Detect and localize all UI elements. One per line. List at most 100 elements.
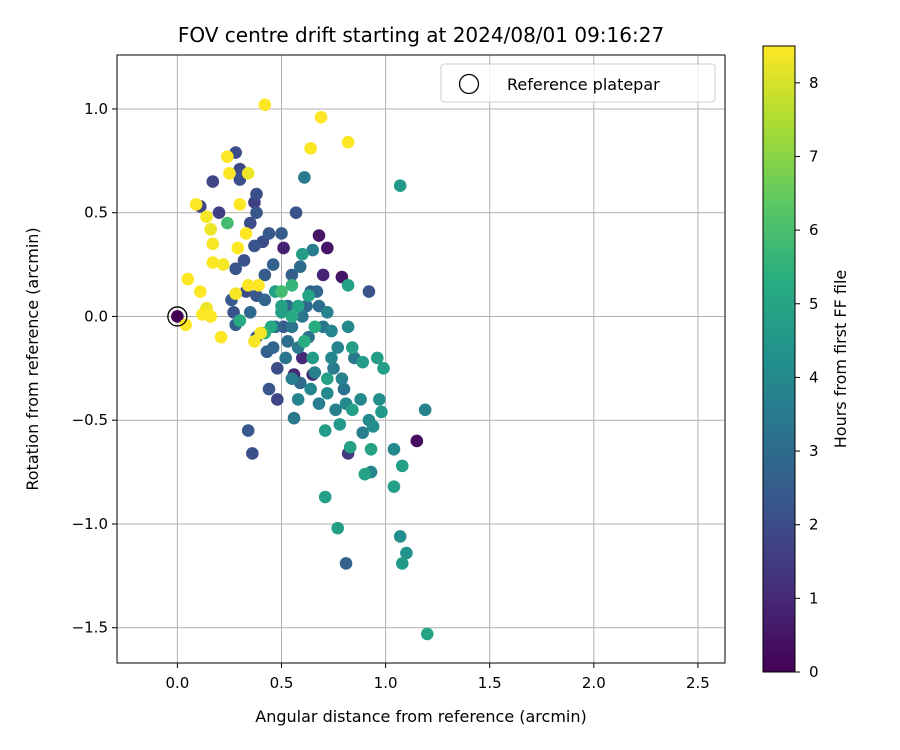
data-point bbox=[285, 279, 299, 292]
data-point bbox=[254, 326, 267, 340]
data-point bbox=[275, 299, 288, 313]
data-point bbox=[370, 351, 384, 365]
colorbar-tick-label: 8 bbox=[809, 74, 819, 92]
colorbar-tick-label: 2 bbox=[809, 516, 819, 534]
colorbar: 0 1 2 3 4 5 6 7 8 Hours from first FF file bbox=[762, 45, 850, 681]
data-point bbox=[296, 247, 309, 261]
data-point bbox=[248, 239, 261, 253]
chart-title: FOV centre drift starting at 2024/08/01 … bbox=[178, 23, 664, 47]
data-point bbox=[214, 330, 228, 344]
data-point bbox=[325, 324, 338, 338]
data-point bbox=[275, 227, 288, 240]
data-point bbox=[241, 424, 255, 437]
reference-point-marker bbox=[167, 306, 188, 327]
data-point bbox=[339, 557, 353, 570]
data-point bbox=[387, 442, 401, 456]
data-point bbox=[229, 262, 242, 276]
y-tick-label: −1.0 bbox=[72, 515, 108, 533]
data-point bbox=[275, 285, 288, 298]
data-point bbox=[281, 335, 295, 348]
data-point bbox=[306, 243, 320, 257]
data-point bbox=[302, 289, 315, 303]
data-point bbox=[193, 285, 207, 298]
data-point bbox=[321, 306, 334, 319]
data-point bbox=[321, 241, 334, 255]
data-point bbox=[341, 320, 355, 334]
data-point bbox=[206, 237, 220, 251]
data-point bbox=[345, 403, 359, 417]
data-point bbox=[237, 254, 251, 267]
data-point bbox=[262, 227, 276, 240]
data-point bbox=[308, 320, 322, 334]
data-point bbox=[204, 310, 217, 323]
data-point bbox=[358, 467, 372, 481]
data-point bbox=[333, 418, 347, 431]
data-point bbox=[206, 256, 220, 269]
data-point bbox=[312, 229, 326, 242]
plot-background bbox=[117, 55, 725, 663]
data-point bbox=[285, 320, 299, 334]
data-point bbox=[250, 206, 263, 220]
legend-marker-reference bbox=[458, 73, 480, 95]
plot-frame bbox=[116, 54, 726, 664]
data-point bbox=[373, 393, 386, 406]
reference-marker bbox=[167, 306, 188, 327]
data-point bbox=[418, 403, 432, 417]
data-point bbox=[420, 627, 434, 641]
data-point bbox=[241, 279, 255, 292]
data-point bbox=[341, 279, 355, 292]
data-point bbox=[289, 206, 303, 220]
data-point bbox=[204, 223, 217, 236]
data-point bbox=[296, 310, 309, 323]
data-point bbox=[308, 366, 322, 379]
data-point bbox=[239, 227, 253, 240]
data-point bbox=[293, 260, 307, 273]
data-point bbox=[291, 393, 305, 406]
data-point bbox=[395, 459, 409, 473]
data-point bbox=[306, 351, 320, 365]
data-point bbox=[296, 351, 309, 365]
data-point bbox=[200, 210, 213, 224]
data-point bbox=[262, 382, 276, 396]
data-point bbox=[279, 351, 292, 365]
x-tick-label: 2.5 bbox=[686, 674, 710, 692]
data-point bbox=[318, 490, 332, 504]
data-point bbox=[393, 530, 407, 543]
data-point bbox=[366, 420, 380, 433]
data-point bbox=[258, 268, 272, 282]
x-tick-label: 1.0 bbox=[374, 674, 398, 692]
data-point bbox=[266, 258, 280, 271]
x-tick-label: 0.5 bbox=[270, 674, 294, 692]
data-point bbox=[329, 403, 342, 417]
colorbar-label: Hours from first FF file bbox=[831, 270, 850, 449]
data-point bbox=[335, 372, 349, 386]
data-point bbox=[312, 397, 326, 410]
data-point bbox=[221, 150, 234, 163]
data-point bbox=[271, 393, 284, 406]
legend: Reference platepar bbox=[440, 63, 716, 103]
x-tick-label: 2.0 bbox=[582, 674, 606, 692]
x-axis-label: Angular distance from reference (arcmin) bbox=[255, 707, 586, 726]
data-point bbox=[231, 241, 245, 255]
data-point bbox=[337, 382, 351, 396]
data-point bbox=[356, 426, 369, 439]
legend-box bbox=[440, 63, 716, 103]
x-tick-label: 1.5 bbox=[478, 674, 502, 692]
data-point bbox=[179, 318, 193, 332]
x-axis-ticks: 0.0 0.5 1.0 1.5 2.0 2.5 bbox=[165, 663, 710, 692]
data-point bbox=[298, 335, 311, 348]
colorbar-tick-label: 4 bbox=[809, 368, 819, 386]
colorbar-tick-label: 7 bbox=[809, 147, 819, 165]
y-axis-label: Rotation from reference (arcmin) bbox=[23, 227, 42, 490]
colorbar-tick-label: 6 bbox=[809, 221, 819, 239]
data-point bbox=[354, 393, 367, 406]
data-point bbox=[400, 546, 413, 560]
y-tick-label: −0.5 bbox=[72, 411, 108, 429]
data-point bbox=[181, 272, 195, 286]
data-point bbox=[258, 98, 272, 112]
grid-lines bbox=[117, 55, 725, 663]
data-point bbox=[243, 306, 257, 319]
data-point bbox=[395, 557, 409, 570]
data-point bbox=[331, 521, 345, 535]
